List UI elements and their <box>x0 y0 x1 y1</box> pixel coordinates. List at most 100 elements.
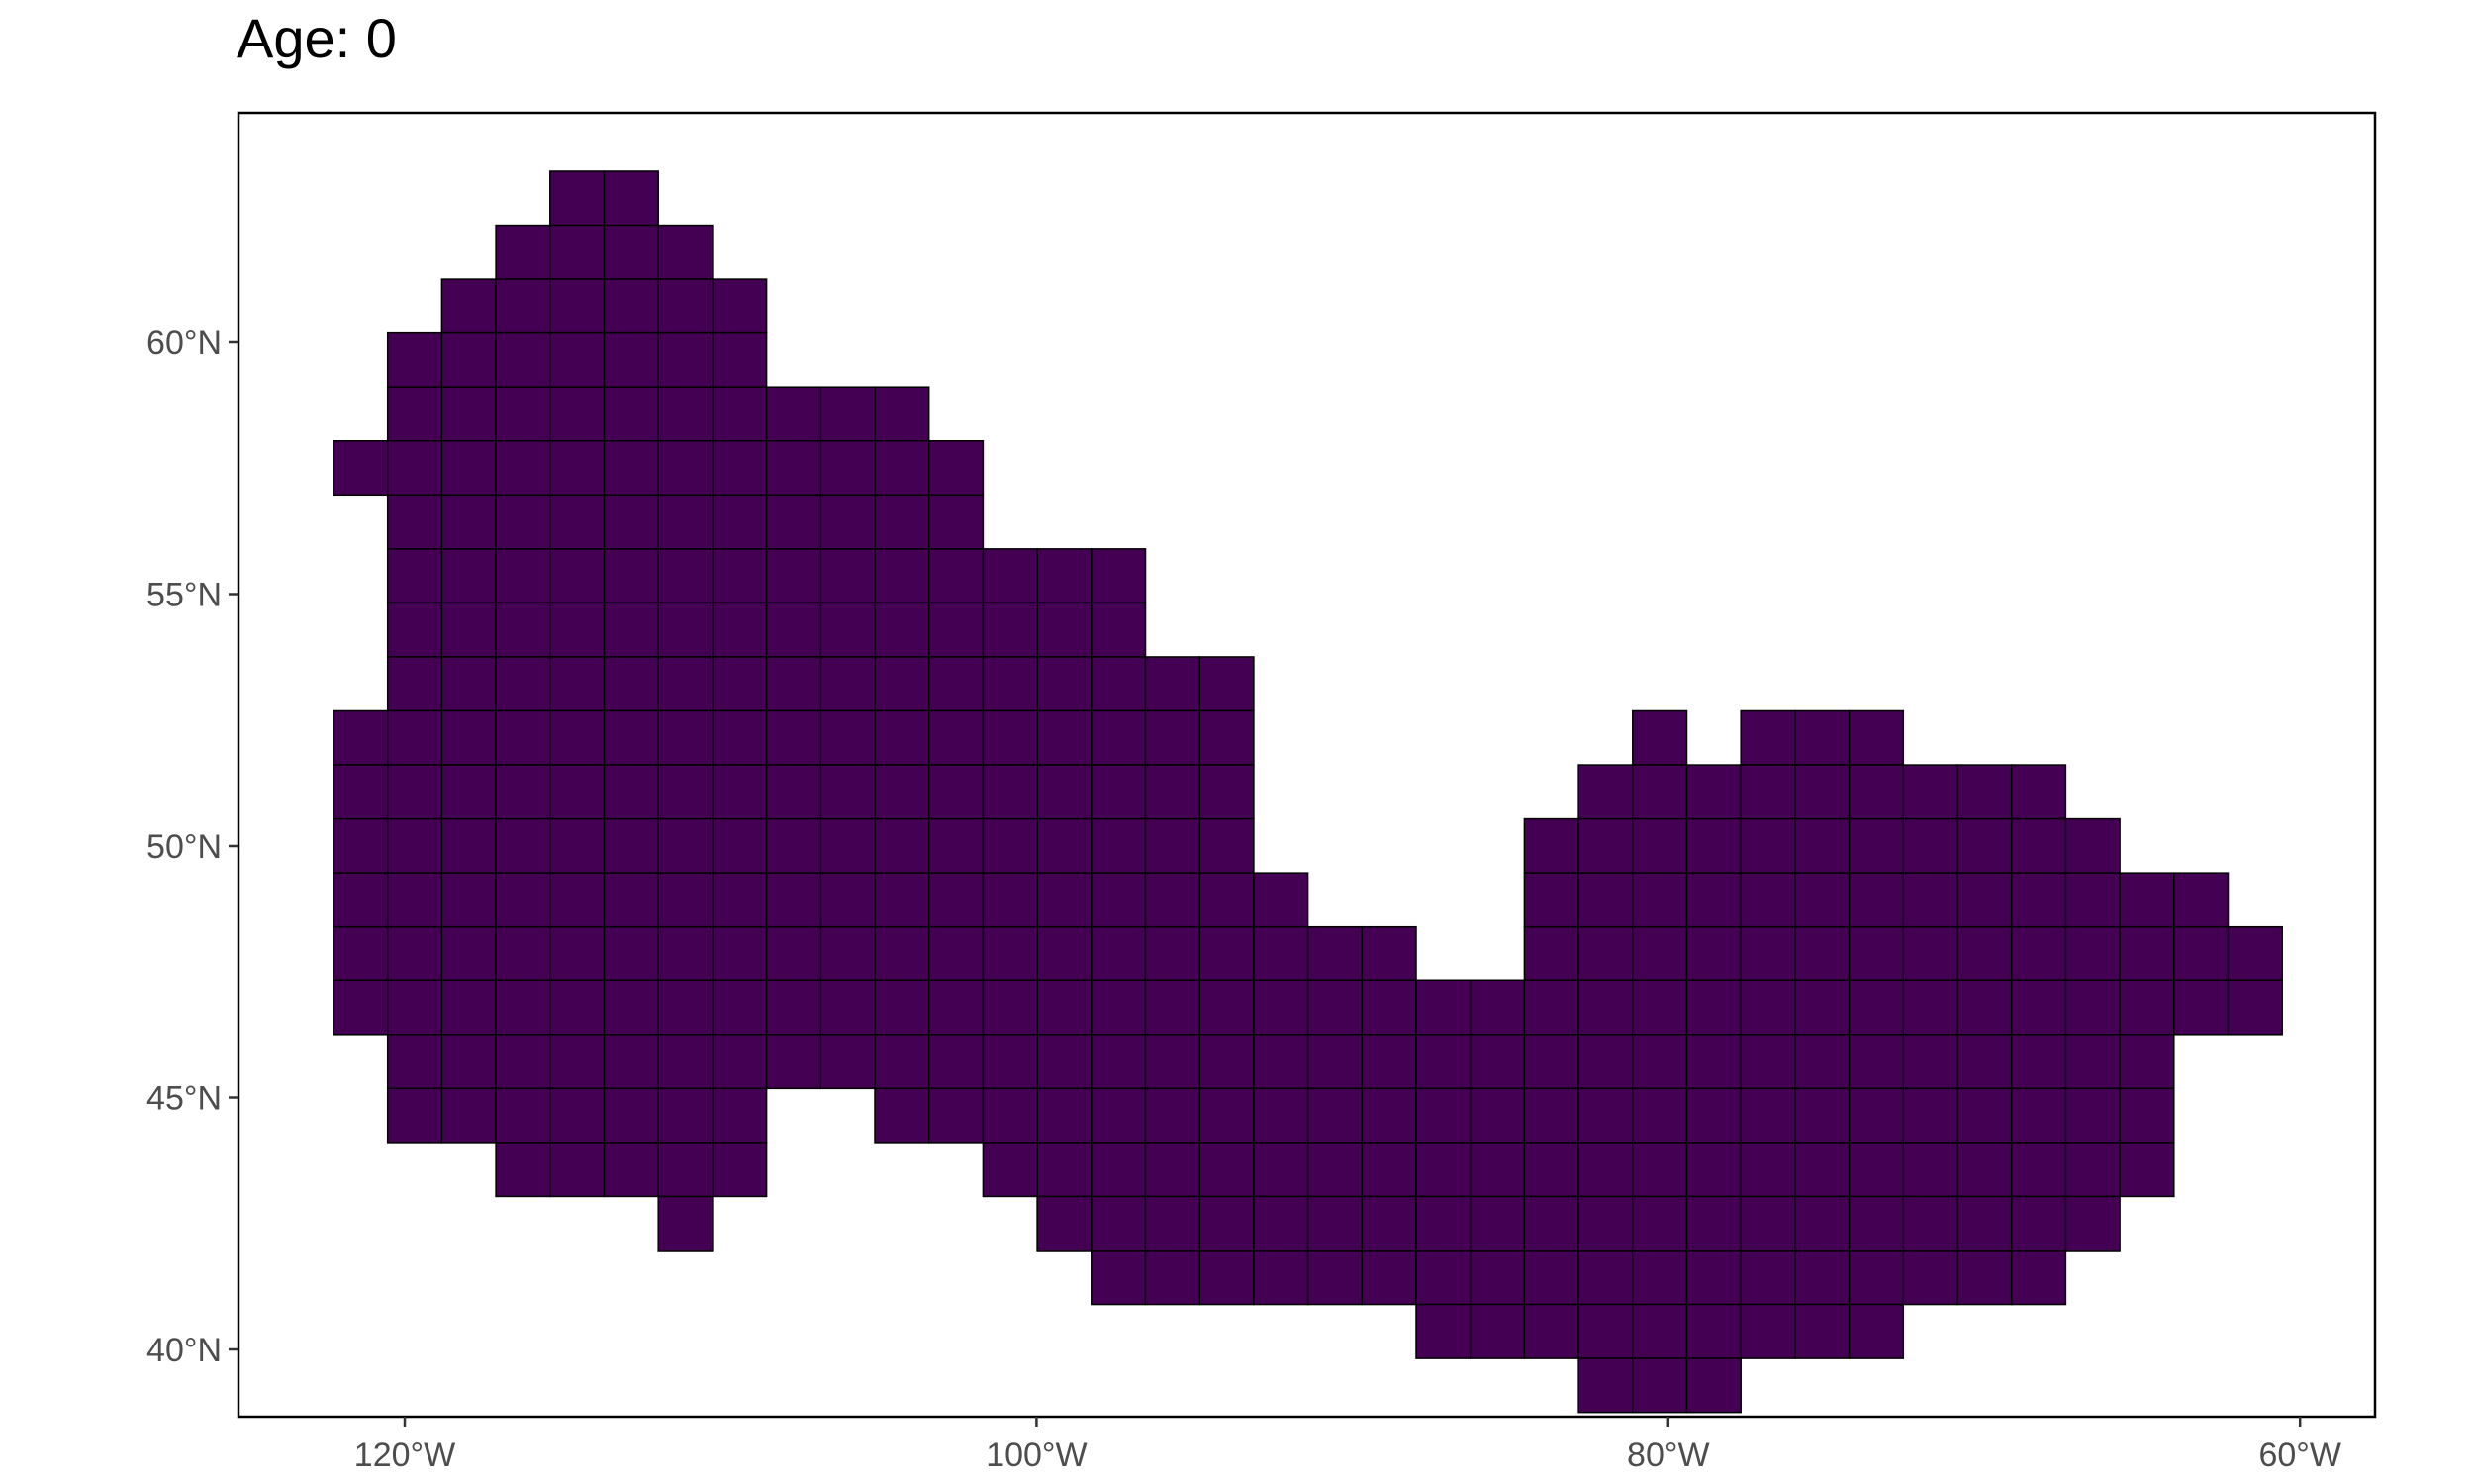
grid-cell <box>495 602 551 658</box>
grid-cell <box>927 925 985 982</box>
grid-cells-layer <box>333 170 2283 1414</box>
grid-cell <box>1902 817 1958 874</box>
grid-cell <box>1253 925 1309 982</box>
grid-cell <box>1632 1034 1688 1090</box>
grid-cell <box>1632 1250 1688 1306</box>
grid-cell <box>1956 764 2013 820</box>
grid-cell <box>657 386 714 442</box>
grid-cell <box>982 548 1038 604</box>
grid-cell <box>712 872 768 928</box>
grid-cell <box>440 656 497 712</box>
grid-cell <box>874 656 930 712</box>
grid-cell <box>386 602 443 658</box>
grid-cell <box>440 331 497 388</box>
grid-cell <box>1848 1195 1905 1252</box>
grid-cell <box>1740 764 1796 820</box>
grid-cell <box>333 925 389 982</box>
grid-cell <box>1091 548 1147 604</box>
grid-cell <box>1144 872 1200 928</box>
grid-cell <box>982 1087 1038 1144</box>
grid-cell <box>1253 1195 1309 1252</box>
grid-cell <box>386 440 443 497</box>
grid-cell <box>1036 548 1093 604</box>
grid-cell <box>765 548 822 604</box>
grid-cell <box>712 331 768 388</box>
y-tick-label: 50°N <box>146 828 222 866</box>
grid-cell <box>1523 1087 1579 1144</box>
grid-cell <box>1306 925 1364 982</box>
grid-cell <box>2119 872 2175 928</box>
grid-cell <box>765 1034 822 1090</box>
grid-cell <box>1632 925 1688 982</box>
x-tick-label: 120°W <box>354 1437 455 1474</box>
grid-cell <box>495 494 551 550</box>
grid-cell <box>1956 1034 2013 1090</box>
grid-cell <box>712 602 768 658</box>
grid-cell <box>1740 709 1796 766</box>
grid-cell <box>603 925 659 982</box>
grid-cell <box>1848 1250 1905 1306</box>
grid-cell <box>874 1034 930 1090</box>
grid-cell <box>1253 1142 1309 1198</box>
grid-cell <box>765 817 822 874</box>
grid-cell <box>333 709 389 766</box>
grid-cell <box>603 278 659 334</box>
grid-cell <box>1091 656 1147 712</box>
grid-cell <box>1198 709 1255 766</box>
grid-cell <box>657 602 714 658</box>
grid-cell <box>819 1034 876 1090</box>
grid-cell <box>1848 1034 1905 1090</box>
grid-cell <box>657 548 714 604</box>
grid-cell <box>1523 1195 1579 1252</box>
grid-cell <box>819 656 876 712</box>
grid-cell <box>1091 709 1147 766</box>
grid-cell <box>874 602 930 658</box>
grid-cell <box>549 224 606 280</box>
grid-cell <box>603 170 659 227</box>
grid-cell <box>819 548 876 604</box>
grid-cell <box>1685 1250 1742 1306</box>
grid-cell <box>495 764 551 820</box>
grid-cell <box>1036 979 1093 1036</box>
grid-cell <box>495 817 551 874</box>
grid-cell <box>874 979 930 1036</box>
grid-cell <box>1198 817 1255 874</box>
grid-cell <box>1523 925 1579 982</box>
grid-cell <box>495 656 551 712</box>
grid-cell <box>2010 764 2067 820</box>
grid-cell <box>819 494 876 550</box>
grid-cell <box>440 602 497 658</box>
grid-cell <box>1415 1142 1472 1198</box>
grid-cell <box>603 979 659 1036</box>
grid-cell <box>874 709 930 766</box>
panel-border <box>237 111 2377 1419</box>
grid-cell <box>2010 872 2067 928</box>
grid-cell <box>386 386 443 442</box>
grid-cell <box>1794 1087 1851 1144</box>
grid-cell <box>603 494 659 550</box>
grid-cell <box>549 872 606 928</box>
grid-cell <box>982 764 1038 820</box>
grid-cell <box>874 548 930 604</box>
grid-cell <box>1198 925 1255 982</box>
grid-cell <box>1036 872 1093 928</box>
grid-cell <box>1523 1303 1579 1359</box>
grid-cell <box>603 709 659 766</box>
grid-cell <box>765 925 822 982</box>
grid-cell <box>1577 979 1634 1036</box>
grid-cell <box>819 602 876 658</box>
grid-cell <box>927 548 985 604</box>
x-axis: 120°W 100°W 80°W 60°W <box>354 1417 2341 1474</box>
grid-cell <box>1902 1087 1958 1144</box>
grid-cell <box>927 764 985 820</box>
grid-cell <box>2064 1195 2121 1252</box>
grid-cell <box>1956 817 2013 874</box>
grid-cell <box>765 602 822 658</box>
grid-cell <box>1306 1087 1364 1144</box>
grid-cell <box>549 1087 606 1144</box>
grid-cell <box>603 386 659 442</box>
grid-cell <box>2119 1142 2175 1198</box>
grid-cell <box>1306 1142 1364 1198</box>
grid-cell <box>1415 1250 1472 1306</box>
grid-cell <box>1902 872 1958 928</box>
